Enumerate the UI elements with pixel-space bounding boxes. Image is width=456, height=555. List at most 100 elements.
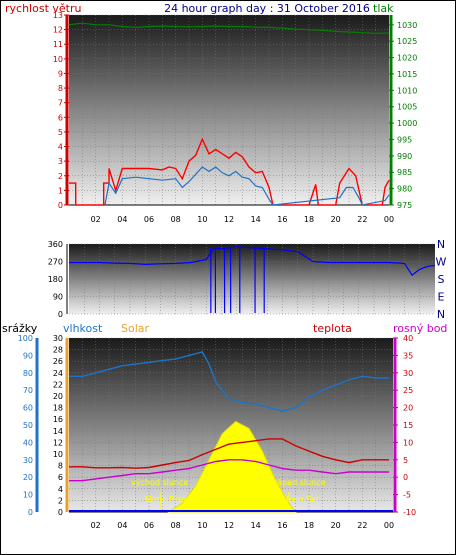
pressure-tick-label: 1020 — [397, 54, 417, 63]
pressure-line — [68, 22, 390, 34]
x-tick-label: 20 — [331, 521, 341, 530]
humidity-tick-label: 18 — [53, 404, 63, 413]
x-tick-label: 16 — [277, 521, 287, 530]
humidity-tick-label: 0 — [58, 508, 63, 517]
rain-tick-label: 30 — [23, 456, 33, 465]
humidity-tick-label: 30 — [53, 334, 63, 343]
x-tick-label: 14 — [251, 215, 261, 224]
temperature-tick-label: 5 — [403, 456, 408, 465]
dewpoint-axis-title: rosný bod — [393, 322, 447, 335]
humidity-tick-label: 22 — [53, 380, 63, 389]
temperature-axis-title: teplota — [313, 322, 352, 335]
humidity-tick-label: 16 — [53, 415, 63, 424]
temperature-tick-label: 10 — [403, 438, 413, 447]
wind-tick-label: 9 — [58, 69, 63, 78]
humidity-tick-label: 2 — [58, 496, 63, 505]
x-tick-label: 08 — [171, 521, 181, 530]
humidity-axis-title: vlhkost — [63, 322, 103, 335]
wind-speed-axis-title: rychlost větru — [5, 2, 81, 15]
direction-tick-label: 180 — [48, 275, 63, 284]
wind-tick-label: 10 — [53, 55, 63, 64]
wind-tick-label: 3 — [58, 157, 63, 166]
temperature-tick-label: 40 — [403, 334, 413, 343]
wind-tick-label: 13 — [53, 11, 63, 20]
wind-tick-label: 5 — [58, 128, 63, 137]
temperature-tick-label: 0 — [403, 473, 408, 482]
pressure-tick-label: 980 — [397, 185, 412, 194]
wind-panel-bg — [69, 15, 389, 205]
solar-axis-title: Solar — [121, 322, 150, 335]
pressure-tick-label: 990 — [397, 152, 412, 161]
sunrise-label: východ slunce — [131, 478, 188, 487]
wind-tick-label: 4 — [58, 143, 63, 152]
chart-title: 24 hour graph day : 31 October 2016 — [164, 2, 370, 15]
x-tick-label: 16 — [277, 215, 287, 224]
x-tick-label: 06 — [144, 521, 154, 530]
solar-area — [167, 420, 297, 513]
pressure-tick-label: 1010 — [397, 86, 417, 95]
wind-direction-line — [69, 246, 436, 276]
humidity-tick-label: 12 — [53, 438, 63, 447]
direction-tick-label: 90 — [53, 293, 63, 302]
humidity-line — [69, 351, 389, 412]
x-tick-label: 18 — [304, 215, 314, 224]
humidity-tick-label: 28 — [53, 346, 63, 355]
x-tick-label: 10 — [197, 215, 207, 224]
compass-label: E — [438, 291, 445, 304]
wind-tick-label: 8 — [58, 84, 63, 93]
x-tick-label: 08 — [171, 215, 181, 224]
temperature-tick-label: -5 — [403, 491, 411, 500]
direction-tick-label: 270 — [48, 258, 63, 267]
x-tick-label: 14 — [251, 521, 261, 530]
temperature-tick-label: 15 — [403, 421, 413, 430]
pressure-tick-label: 985 — [397, 168, 412, 177]
dewpoint-line — [69, 459, 389, 482]
x-tick-label: 02 — [91, 521, 101, 530]
wind-tick-label: 2 — [58, 172, 63, 181]
x-tick-label: 20 — [331, 215, 341, 224]
wind-tick-label: 6 — [58, 113, 63, 122]
x-tick-label: 06 — [144, 215, 154, 224]
wind-tick-label: 11 — [53, 40, 63, 49]
temperature-line — [69, 438, 389, 469]
wind-tick-label: 0 — [58, 201, 63, 210]
rain-tick-label: 60 — [23, 404, 33, 413]
humidity-tick-label: 8 — [58, 462, 63, 471]
pressure-tick-label: 1015 — [397, 70, 417, 79]
rain-tick-label: 50 — [23, 421, 33, 430]
x-tick-label: 18 — [304, 521, 314, 530]
rain-tick-label: 20 — [23, 473, 33, 482]
rain-tick-label: 40 — [23, 438, 33, 447]
temperature-tick-label: -10 — [403, 508, 416, 517]
pressure-axis-title: tlak — [373, 2, 394, 15]
direction-tick-label: 0 — [58, 310, 63, 319]
wind-tick-label: 12 — [53, 26, 63, 35]
rain-tick-label: 0 — [28, 508, 33, 517]
wind-tick-label: 7 — [58, 99, 63, 108]
x-tick-label: 12 — [224, 215, 234, 224]
humidity-tick-label: 26 — [53, 357, 63, 366]
sunset-label: západ slunce — [273, 478, 326, 487]
pressure-tick-label: 1000 — [397, 119, 417, 128]
humidity-tick-label: 14 — [53, 427, 63, 436]
temperature-tick-label: 30 — [403, 369, 413, 378]
compass-label: W — [436, 256, 447, 269]
temperature-tick-label: 20 — [403, 404, 413, 413]
x-tick-label: 02 — [91, 215, 101, 224]
rain-tick-label: 80 — [23, 369, 33, 378]
x-tick-label: 22 — [357, 521, 367, 530]
pressure-tick-label: 995 — [397, 135, 412, 144]
pressure-tick-label: 1030 — [397, 21, 417, 30]
wind-speed-line — [69, 137, 390, 206]
direction-tick-label: 360 — [48, 240, 63, 249]
compass-label: S — [438, 273, 445, 286]
wind-average-line — [104, 166, 390, 206]
humidity-tick-label: 20 — [53, 392, 63, 401]
temperature-tick-label: 35 — [403, 351, 413, 360]
temperature-tick-label: 25 — [403, 386, 413, 395]
x-tick-label: 04 — [117, 215, 127, 224]
wind-tick-label: 1 — [58, 186, 63, 195]
x-tick-label: 12 — [224, 521, 234, 530]
humidity-tick-label: 24 — [53, 369, 63, 378]
